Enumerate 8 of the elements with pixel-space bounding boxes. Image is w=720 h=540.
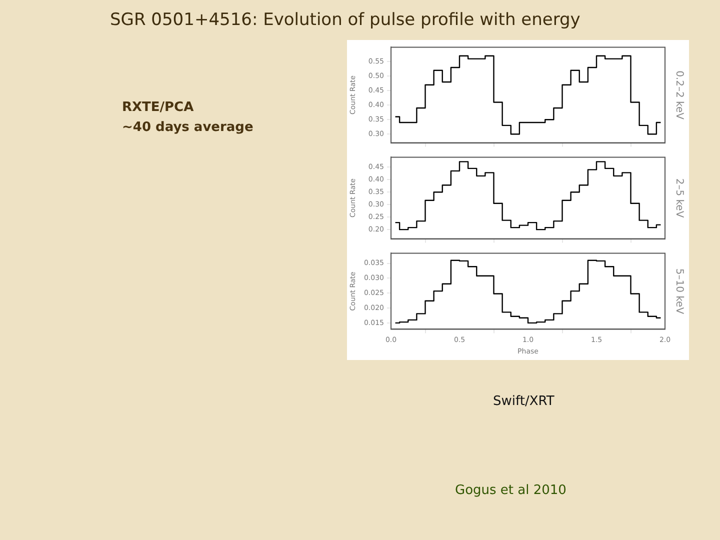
y2-axis-title: 2–5 keV <box>673 178 684 218</box>
text: ~40 days average <box>122 120 254 135</box>
y2-axis-title: 0.2–2 keV <box>673 70 684 120</box>
text: Gogus et al 2010 <box>455 483 566 498</box>
text: Swift/XRT <box>493 394 554 409</box>
y2-axis-title: 5–10 keV <box>673 268 684 314</box>
chart-title: SGR 0501+4516: Evolution of pulse profile with energy <box>110 10 580 30</box>
text: RXTE/PCA <box>122 100 194 115</box>
